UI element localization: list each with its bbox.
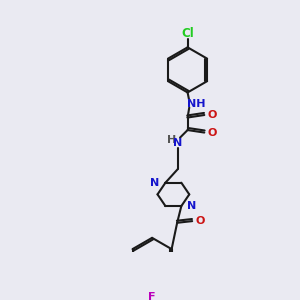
Text: F: F: [148, 292, 156, 300]
Text: N: N: [187, 201, 196, 211]
Text: O: O: [195, 216, 204, 226]
Text: N: N: [173, 138, 182, 148]
Text: H: H: [167, 135, 176, 145]
Text: O: O: [207, 110, 217, 120]
Text: O: O: [207, 128, 217, 138]
Text: Cl: Cl: [181, 28, 194, 40]
Text: N: N: [150, 178, 160, 188]
Text: NH: NH: [187, 99, 205, 109]
